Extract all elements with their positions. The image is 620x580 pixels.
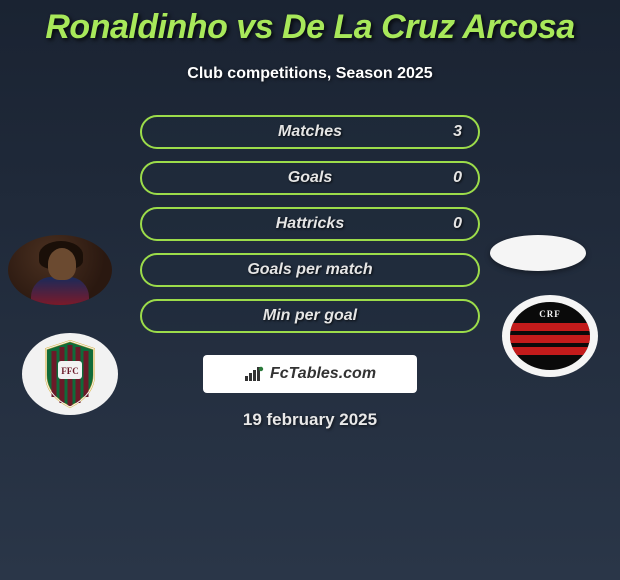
player-head-shape [48, 248, 76, 280]
left-club-logo: FFC [20, 331, 120, 417]
brand-text: FcTables.com [270, 365, 376, 383]
stat-value-right: 0 [453, 215, 462, 233]
bar-chart-icon [244, 366, 264, 382]
stat-label: Matches [278, 123, 342, 141]
left-player-photo [8, 235, 112, 305]
stat-row-hattricks: Hattricks 0 [140, 207, 480, 241]
stat-row-matches: Matches 3 [140, 115, 480, 149]
svg-text:CRF: CRF [539, 309, 561, 319]
stat-row-goals: Goals 0 [140, 161, 480, 195]
stat-label: Goals [288, 169, 332, 187]
stat-row-goals-per-match: Goals per match [140, 253, 480, 287]
player-jersey-shape [31, 277, 89, 305]
stat-value-right: 0 [453, 169, 462, 187]
right-club-logo: CRF [500, 293, 600, 379]
stat-row-min-per-goal: Min per goal [140, 299, 480, 333]
stat-value-right: 3 [453, 123, 462, 141]
flamengo-shield-icon: CRF [500, 293, 600, 379]
stat-label: Hattricks [276, 215, 344, 233]
fluminense-shield-icon: FFC [20, 331, 120, 417]
svg-text:FFC: FFC [61, 366, 79, 376]
stat-label: Goals per match [247, 261, 372, 279]
comparison-subtitle: Club competitions, Season 2025 [0, 65, 620, 83]
brand-badge: FcTables.com [203, 355, 417, 393]
comparison-title: Ronaldinho vs De La Cruz Arcosa [0, 0, 620, 47]
right-player-photo [490, 235, 586, 271]
stats-column: Matches 3 Goals 0 Hattricks 0 Goals per … [140, 115, 480, 345]
date-line: 19 february 2025 [0, 410, 620, 430]
stat-label: Min per goal [263, 307, 357, 325]
